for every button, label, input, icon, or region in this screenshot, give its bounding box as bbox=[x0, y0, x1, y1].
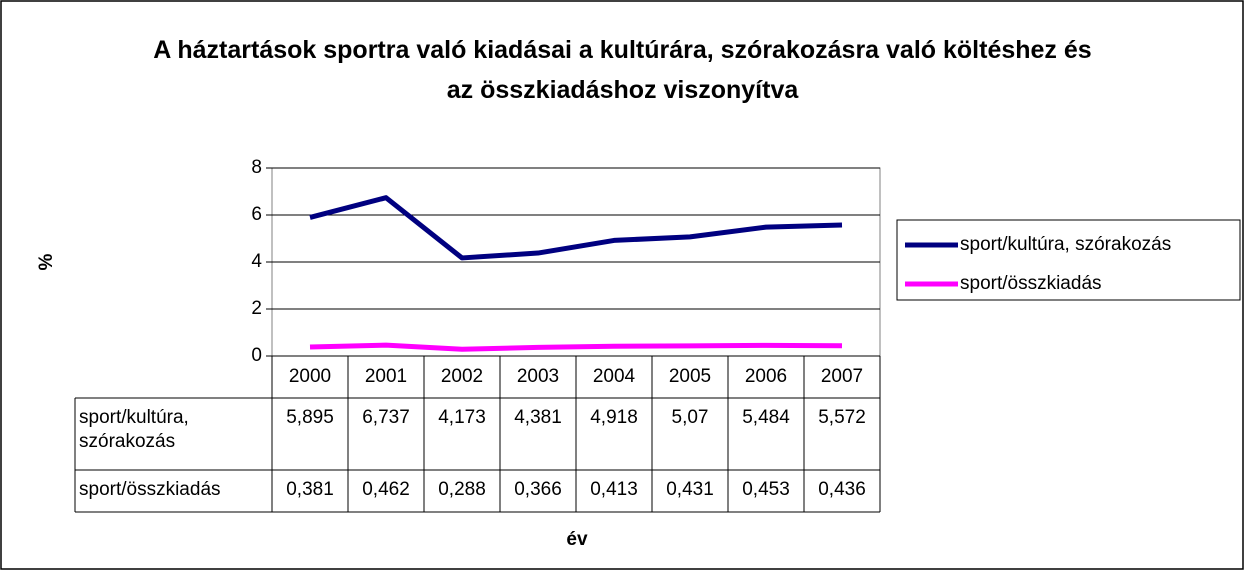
table-cell: 6,737 bbox=[362, 407, 410, 428]
title-box: A háztartások sportra való kiadásai a ku… bbox=[153, 36, 1092, 104]
table-cell: 5,895 bbox=[286, 407, 334, 428]
x-tick-label: 2006 bbox=[745, 366, 787, 387]
legend-box bbox=[896, 219, 1241, 301]
data-label: 5,572 bbox=[818, 407, 866, 428]
data-label: 6,737 bbox=[362, 407, 410, 428]
x-tick-label: 2005 bbox=[669, 366, 711, 387]
legend-label: sport/kultúra, szórakozás bbox=[960, 234, 1171, 255]
x-tick-label: 2004 bbox=[593, 366, 636, 387]
data-label: 5,484 bbox=[742, 407, 790, 428]
data-label: 0,288 bbox=[438, 479, 486, 500]
table-cell: 0,436 bbox=[818, 479, 866, 500]
y-tick-label: 0 bbox=[251, 345, 262, 366]
table-row-header: sport/összkiadás bbox=[79, 479, 221, 500]
series-line bbox=[309, 342, 843, 352]
data-label: 4,381 bbox=[514, 407, 562, 428]
y-tick-label: 2 bbox=[251, 298, 262, 319]
table-cell: 0,381 bbox=[286, 479, 334, 500]
data-label: 0,381 bbox=[286, 479, 334, 500]
table-cell: 4,918 bbox=[590, 407, 638, 428]
data-label: 5,07 bbox=[671, 407, 709, 428]
table-cell: 4,173 bbox=[438, 407, 486, 428]
data-label: 0,462 bbox=[362, 479, 410, 500]
row-label: sport/összkiadás bbox=[79, 479, 221, 500]
series-line bbox=[309, 195, 843, 261]
data-label: 0,453 bbox=[742, 479, 790, 500]
row-label: sport/kultúra, szórakozás bbox=[79, 407, 189, 452]
chart-title: A háztartások sportra való kiadásai a ku… bbox=[153, 36, 1092, 104]
x-tick-label: 2003 bbox=[517, 366, 559, 387]
data-label: 0,413 bbox=[590, 479, 638, 500]
table-cell: 5,572 bbox=[818, 407, 866, 428]
table-cell: 0,453 bbox=[742, 479, 790, 500]
table-cell: 0,462 bbox=[362, 479, 410, 500]
y-axis-label: % bbox=[36, 253, 57, 270]
x-tick-label: 2001 bbox=[365, 366, 407, 387]
table-cell: 0,413 bbox=[590, 479, 638, 500]
table-cell: 0,366 bbox=[514, 479, 562, 500]
table-cell: 0,431 bbox=[666, 479, 714, 500]
legend-label: sport/összkiadás bbox=[960, 273, 1102, 294]
x-tick-label: 2000 bbox=[289, 366, 331, 387]
table-cell: 4,381 bbox=[514, 407, 562, 428]
table-cell: 5,07 bbox=[671, 407, 709, 428]
y-tick-label: 6 bbox=[251, 204, 262, 225]
data-label: 4,173 bbox=[438, 407, 486, 428]
y-tick-label: 8 bbox=[251, 157, 262, 178]
x-tick-label: 2007 bbox=[821, 366, 863, 387]
data-label: 0,436 bbox=[818, 479, 866, 500]
table-cell: 5,484 bbox=[742, 407, 790, 428]
data-label: 0,366 bbox=[514, 479, 562, 500]
x-tick-label: 2002 bbox=[441, 366, 483, 387]
data-label: 0,431 bbox=[666, 479, 714, 500]
data-label: 4,918 bbox=[590, 407, 638, 428]
data-label: 5,895 bbox=[286, 407, 334, 428]
x-axis-label: év bbox=[566, 529, 588, 550]
table-row-header: sport/kultúra, szórakozás bbox=[79, 407, 189, 452]
table-cell: 0,288 bbox=[438, 479, 486, 500]
y-tick-label: 4 bbox=[251, 251, 262, 272]
